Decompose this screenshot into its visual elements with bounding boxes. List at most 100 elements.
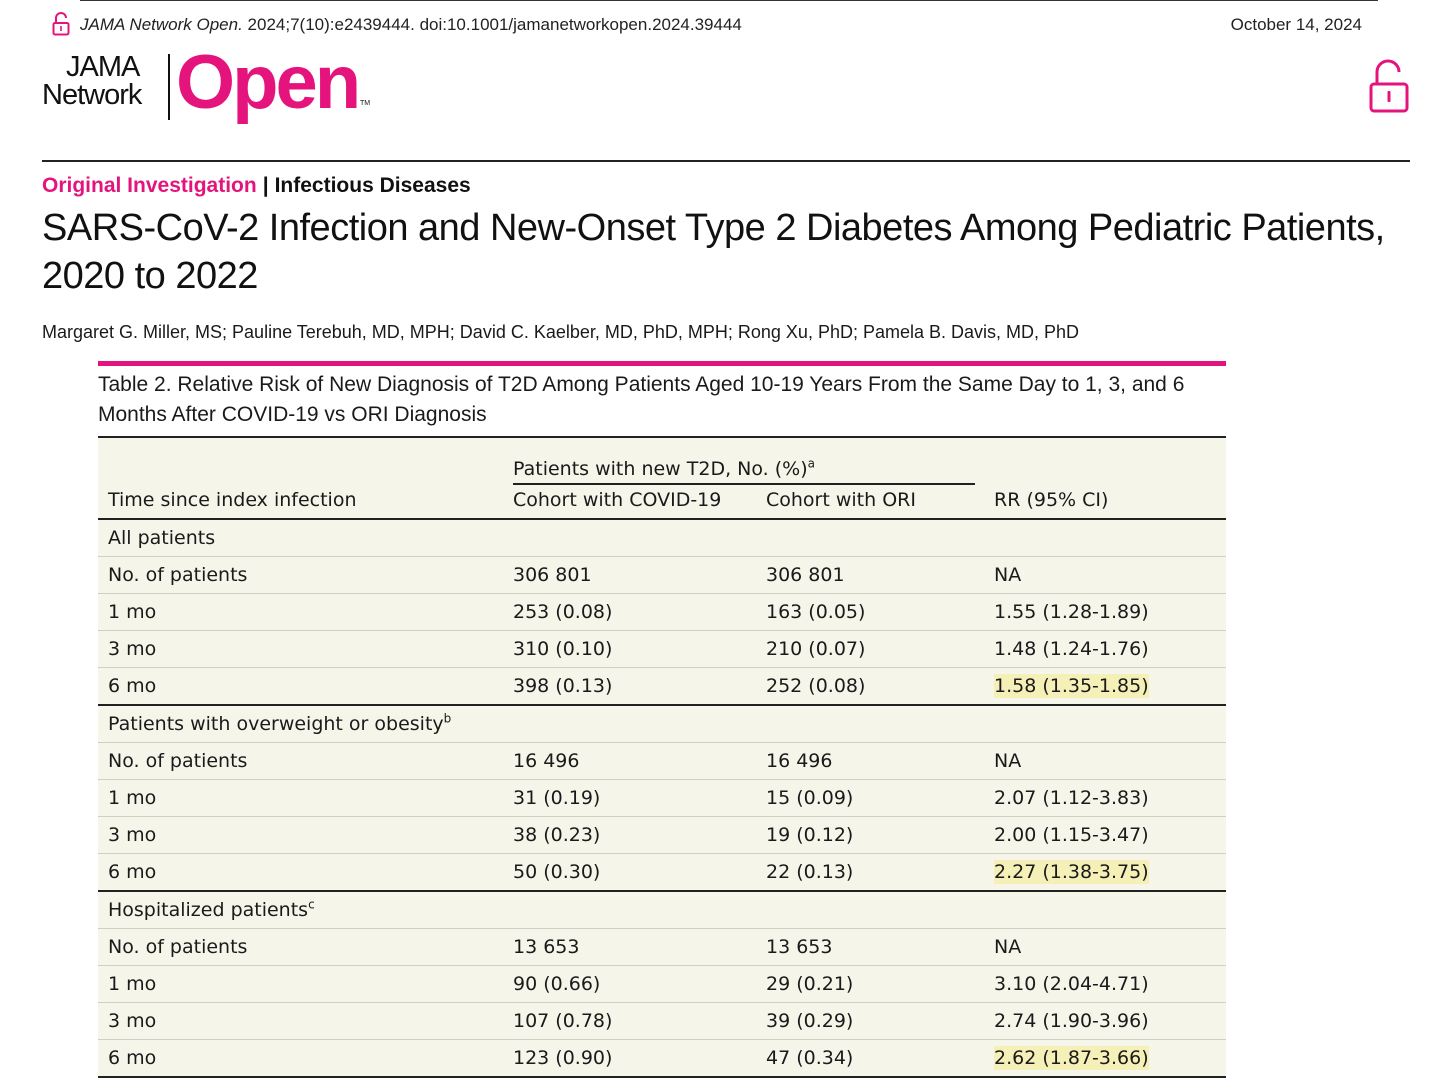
logo-network-text: Network: [42, 79, 142, 111]
section-label-text: All patients: [108, 527, 216, 549]
column-header-time: Time since index infection: [98, 482, 513, 520]
open-access-lock-icon-large: [1369, 59, 1409, 113]
cell-covid: 398 (0.13): [513, 667, 766, 706]
cell-time: 6 mo: [98, 667, 513, 706]
cell-time: No. of patients: [98, 742, 513, 780]
cell-rr: 1.48 (1.24-1.76): [994, 630, 1226, 668]
cell-time: 3 mo: [98, 630, 513, 668]
section-row: Patients with overweight or obesityb: [98, 705, 1226, 743]
section-rule: [42, 160, 1410, 162]
article-subject[interactable]: Infectious Diseases: [274, 174, 471, 197]
logo-jama-text: JAMA: [66, 51, 140, 83]
jama-network-open-logo[interactable]: JAMA Network Open TM: [42, 40, 382, 125]
cell-ori: 29 (0.21): [766, 965, 994, 1003]
cell-time: 6 mo: [98, 853, 513, 892]
cell-covid: 38 (0.23): [513, 816, 766, 854]
cell-ori: 163 (0.05): [766, 593, 994, 631]
cell-rr: 2.74 (1.90-3.96): [994, 1002, 1226, 1040]
cell-rr: 1.55 (1.28-1.89): [994, 593, 1226, 631]
table-caption: Table 2. Relative Risk of New Diagnosis …: [98, 373, 1185, 426]
cell-ori: 210 (0.07): [766, 630, 994, 668]
section-label: Patients with overweight or obesityb: [98, 705, 1226, 743]
column-header-covid: Cohort with COVID-19: [513, 482, 766, 520]
cell-time: 1 mo: [98, 779, 513, 817]
cell-time: 3 mo: [98, 816, 513, 854]
logo-trademark: TM: [360, 100, 371, 107]
cell-rr: NA: [994, 928, 1226, 966]
cell-covid: 16 496: [513, 742, 766, 780]
highlighted-rr: 2.62 (1.87-3.66): [994, 1046, 1149, 1070]
footnote-marker: b: [443, 711, 452, 726]
cell-rr: 1.58 (1.35-1.85): [994, 667, 1226, 706]
cell-time: 6 mo: [98, 1039, 513, 1078]
cell-covid: 123 (0.90): [513, 1039, 766, 1078]
table-row: 6 mo 123 (0.90) 47 (0.34) 2.62 (1.87-3.66): [98, 1039, 1226, 1078]
section-row: Hospitalized patientsc: [98, 891, 1226, 929]
cell-time: No. of patients: [98, 928, 513, 966]
cell-time: 1 mo: [98, 965, 513, 1003]
cell-ori: 47 (0.34): [766, 1039, 994, 1078]
cell-ori: 13 653: [766, 928, 994, 966]
cell-rr: 2.27 (1.38-3.75): [994, 853, 1226, 892]
article-kicker: Original Investigation | Infectious Diseas…: [42, 174, 471, 198]
article-authors: Margaret G. Miller, MS; Pauline Terebuh,…: [42, 322, 1080, 342]
section-row: All patients: [98, 519, 1226, 557]
citation-row: JAMA Network Open. 2024;7(10):e2439444. …: [52, 12, 1362, 40]
results-table: Patients with new T2D, No. (%)a Time sin…: [98, 436, 1226, 1078]
section-label: Hospitalized patientsc: [98, 891, 1226, 929]
citation: JAMA Network Open. 2024;7(10):e2439444. …: [80, 15, 742, 35]
highlighted-rr: 2.27 (1.38-3.75): [994, 860, 1149, 884]
table-row: No. of patients 306 801 306 801 NA: [98, 556, 1226, 594]
cell-covid: 13 653: [513, 928, 766, 966]
cell-rr: 2.00 (1.15-3.47): [994, 816, 1226, 854]
citation-journal: JAMA Network Open.: [80, 15, 243, 34]
open-access-lock-icon: [52, 12, 70, 36]
article-title: SARS-CoV-2 Infection and New-Onset Type …: [42, 207, 1385, 297]
table-row: 1 mo 31 (0.19) 15 (0.09) 2.07 (1.12-3.83): [98, 779, 1226, 817]
cell-covid: 306 801: [513, 556, 766, 594]
cell-ori: 22 (0.13): [766, 853, 994, 892]
cell-rr: 3.10 (2.04-4.71): [994, 965, 1226, 1003]
table-row: No. of patients 13 653 13 653 NA: [98, 928, 1226, 966]
section-label-text: Patients with overweight or obesity: [108, 713, 444, 735]
table-row: 3 mo 107 (0.78) 39 (0.29) 2.74 (1.90-3.96): [98, 1002, 1226, 1040]
highlighted-rr: 1.58 (1.35-1.85): [994, 674, 1149, 698]
table-row: 3 mo 310 (0.10) 210 (0.07) 1.48 (1.24-1.76): [98, 630, 1226, 668]
cell-covid: 107 (0.78): [513, 1002, 766, 1040]
cell-rr: NA: [994, 742, 1226, 780]
cell-ori: 19 (0.12): [766, 816, 994, 854]
footnote-marker: c: [308, 897, 315, 912]
group-header: Patients with new T2D, No. (%)a: [513, 436, 994, 485]
section-label-text: Hospitalized patients: [108, 899, 309, 921]
cell-covid: 310 (0.10): [513, 630, 766, 668]
logo-open-text: Open: [176, 40, 361, 125]
column-header-ori: Cohort with ORI: [766, 482, 994, 520]
table-row: 6 mo 50 (0.30) 22 (0.13) 2.27 (1.38-3.75): [98, 853, 1226, 892]
cell-time: 3 mo: [98, 1002, 513, 1040]
table-row: 1 mo 253 (0.08) 163 (0.05) 1.55 (1.28-1.89): [98, 593, 1226, 631]
cell-ori: 15 (0.09): [766, 779, 994, 817]
cell-time: 1 mo: [98, 593, 513, 631]
footnote-marker: a: [807, 456, 815, 471]
cell-rr: 2.62 (1.87-3.66): [994, 1039, 1226, 1078]
cell-ori: 252 (0.08): [766, 667, 994, 706]
cell-covid: 90 (0.66): [513, 965, 766, 1003]
cell-ori: 39 (0.29): [766, 1002, 994, 1040]
table-row: No. of patients 16 496 16 496 NA: [98, 742, 1226, 780]
publication-date: October 14, 2024: [1230, 15, 1362, 34]
group-header-text: Patients with new T2D, No. (%): [513, 458, 808, 480]
table-top-rule: [98, 361, 1226, 366]
group-header-rule: [513, 483, 975, 485]
table-row: 6 mo 398 (0.13) 252 (0.08) 1.58 (1.35-1.85): [98, 667, 1226, 706]
cell-time: No. of patients: [98, 556, 513, 594]
cell-covid: 50 (0.30): [513, 853, 766, 892]
cell-ori: 16 496: [766, 742, 994, 780]
table-row: 1 mo 90 (0.66) 29 (0.21) 3.10 (2.04-4.71): [98, 965, 1226, 1003]
section-label: All patients: [98, 519, 1226, 557]
cell-rr: NA: [994, 556, 1226, 594]
article-type[interactable]: Original Investigation: [42, 174, 257, 197]
cell-ori: 306 801: [766, 556, 994, 594]
kicker-separator: |: [262, 174, 269, 197]
cell-covid: 253 (0.08): [513, 593, 766, 631]
column-header-rr: RR (95% CI): [994, 482, 1226, 520]
